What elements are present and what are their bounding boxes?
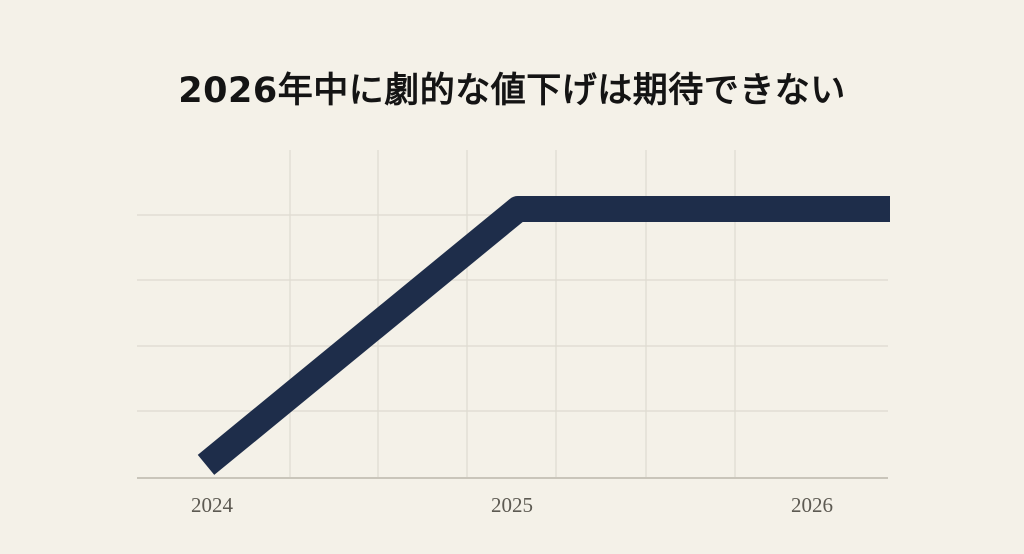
x-tick-labels: 2024 2025 2026 [191,493,833,517]
x-tick-label: 2025 [491,493,533,517]
x-tick-label: 2026 [791,493,833,517]
series-line [197,196,890,475]
x-tick-label: 2024 [191,493,234,517]
series-group [197,196,890,475]
chart-title: 2026年中に劇的な値下げは期待できない [178,71,846,111]
